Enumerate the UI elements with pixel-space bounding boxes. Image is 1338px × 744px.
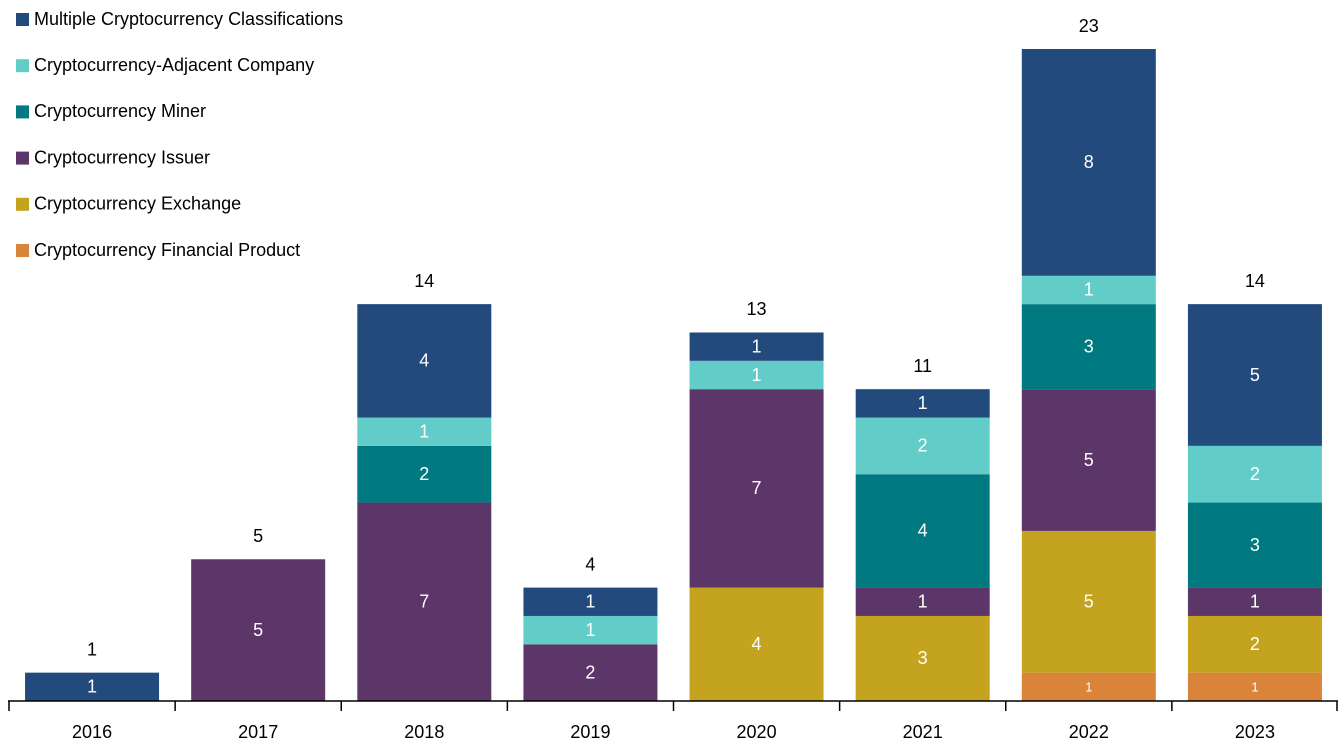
x-tick-label: 2017 (238, 722, 278, 742)
legend-label: Multiple Cryptocurrency Classifications (34, 9, 343, 29)
total-label: 5 (253, 526, 263, 546)
legend-swatch (16, 13, 29, 26)
legend-label: Cryptocurrency-Adjacent Company (34, 55, 314, 75)
total-label: 1 (87, 639, 97, 659)
value-label: 1 (585, 620, 595, 640)
x-tick-label: 2018 (404, 722, 444, 742)
value-label: 1 (419, 421, 429, 441)
value-label: 1 (1250, 592, 1260, 612)
bar-segment (855, 615, 990, 701)
value-label: 1 (1251, 679, 1258, 694)
value-label: 4 (752, 634, 762, 654)
bar-segment (689, 332, 824, 361)
legend-label: Cryptocurrency Miner (34, 101, 206, 121)
x-tick-label: 2019 (570, 722, 610, 742)
total-label: 4 (585, 554, 595, 574)
value-label: 1 (1085, 679, 1092, 694)
x-tick-label: 2023 (1235, 722, 1275, 742)
value-label: 2 (1250, 464, 1260, 484)
total-label: 14 (414, 271, 434, 291)
value-label: 5 (1084, 592, 1094, 612)
value-label: 4 (918, 521, 928, 541)
bar-segment (1187, 445, 1322, 503)
bar-segment (855, 587, 990, 616)
legend-label: Cryptocurrency Financial Product (34, 240, 300, 260)
value-label: 5 (253, 620, 263, 640)
value-label: 1 (1084, 280, 1094, 300)
bar-segment (1021, 304, 1156, 390)
bar-segment (1187, 587, 1322, 616)
legend-swatch (16, 105, 29, 119)
bar-segment (855, 389, 990, 418)
bar-segment (689, 389, 824, 588)
bar-segment (1021, 389, 1156, 531)
bar-segment (1021, 672, 1156, 701)
legend-swatch (16, 59, 29, 73)
legend-swatch (16, 151, 29, 165)
total-label: 23 (1079, 16, 1099, 36)
bar-segment (855, 474, 990, 588)
bar-segment (1187, 615, 1322, 673)
bar-segment (1187, 672, 1322, 701)
value-label: 1 (585, 592, 595, 612)
value-label: 8 (1084, 152, 1094, 172)
bar-segment (191, 559, 326, 701)
total-label: 11 (913, 356, 932, 376)
bar-segment (1021, 530, 1156, 673)
total-label: 14 (1245, 271, 1265, 291)
bar-segment (1021, 49, 1156, 276)
bar-segment (689, 360, 824, 390)
value-label: 2 (918, 436, 928, 456)
value-label: 3 (918, 648, 928, 668)
value-label: 2 (585, 662, 595, 682)
value-label: 1 (918, 592, 928, 612)
bar-segment (1187, 304, 1322, 446)
x-tick-label: 2020 (737, 722, 777, 742)
bar-segment (1021, 275, 1156, 305)
bar-segment (689, 587, 824, 701)
value-label: 5 (1084, 450, 1094, 470)
value-label: 1 (918, 393, 928, 413)
bar-segment (357, 304, 492, 418)
value-label: 3 (1084, 336, 1094, 356)
bar-segment (357, 417, 492, 446)
bar-segment (523, 644, 658, 701)
bar-segment (1187, 502, 1322, 588)
x-tick-label: 2022 (1069, 722, 1109, 742)
bar-segment (855, 417, 990, 475)
value-label: 7 (752, 478, 762, 498)
value-label: 1 (752, 365, 762, 385)
value-label: 2 (1250, 634, 1260, 654)
x-tick-label: 2016 (72, 722, 112, 742)
value-label: 5 (1250, 365, 1260, 385)
value-label: 2 (419, 464, 429, 484)
total-label: 13 (747, 299, 767, 319)
legend-label: Cryptocurrency Issuer (34, 147, 210, 167)
legend-swatch (16, 197, 29, 211)
x-tick-label: 2021 (903, 722, 943, 742)
legend-swatch (16, 244, 29, 257)
value-label: 4 (419, 351, 429, 371)
legend-label: Cryptocurrency Exchange (34, 194, 241, 214)
bar-segment (357, 502, 492, 701)
bar-segment (357, 445, 492, 503)
bar-segment (523, 587, 658, 616)
value-label: 7 (419, 592, 429, 612)
bar-segment (523, 615, 658, 645)
value-label: 1 (87, 677, 97, 697)
value-label: 3 (1250, 535, 1260, 555)
value-label: 1 (752, 336, 762, 356)
bar-segment (25, 672, 160, 701)
